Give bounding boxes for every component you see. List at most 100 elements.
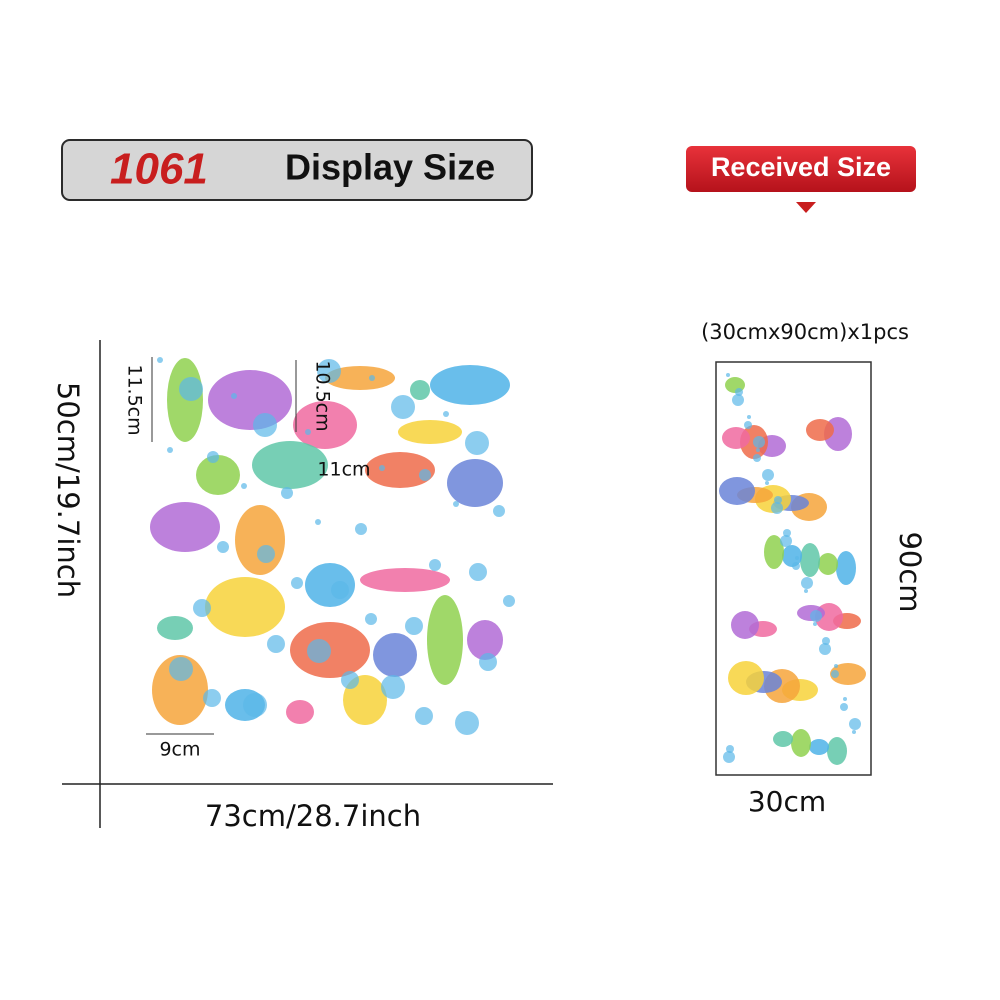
bubble xyxy=(291,577,303,589)
bubble xyxy=(747,415,751,419)
bubble xyxy=(726,373,730,377)
bubble xyxy=(783,529,791,537)
sticker xyxy=(728,661,764,695)
sticker xyxy=(764,535,784,569)
sticker xyxy=(830,663,866,685)
bubble xyxy=(241,483,247,489)
sticker xyxy=(410,380,430,400)
sticker xyxy=(782,545,802,567)
bubble xyxy=(493,505,505,517)
sticker xyxy=(818,553,838,575)
bubble xyxy=(723,751,735,763)
bubble xyxy=(771,502,783,514)
bubble xyxy=(157,357,163,363)
bubble xyxy=(732,394,744,406)
bubble xyxy=(405,617,423,635)
bubble xyxy=(207,451,219,463)
spec-label: (30cmx90cm)x1pcs xyxy=(701,320,909,344)
bubble xyxy=(780,535,792,547)
bubble xyxy=(355,523,367,535)
sticker xyxy=(325,366,395,390)
sheet-width: 30cm xyxy=(748,785,826,818)
sticker xyxy=(305,563,355,607)
bubble xyxy=(193,599,211,617)
sticker xyxy=(719,477,755,505)
sticker xyxy=(150,502,220,552)
badge-pointer xyxy=(796,202,816,213)
bubble xyxy=(762,469,774,481)
sticker xyxy=(360,568,450,592)
bubble xyxy=(281,487,293,499)
sticker xyxy=(827,737,847,765)
measure-label: 11.5cm xyxy=(124,364,146,435)
sticker xyxy=(773,731,793,747)
sticker-art xyxy=(150,357,515,735)
bubble xyxy=(465,431,489,455)
bubble xyxy=(453,501,459,507)
bubble xyxy=(365,613,377,625)
badge-text: Received Size xyxy=(711,152,891,182)
sticker xyxy=(800,543,820,577)
bubble xyxy=(801,577,813,589)
bubble xyxy=(391,395,415,419)
sticker xyxy=(398,420,462,444)
bubble xyxy=(315,519,321,525)
sticker xyxy=(252,441,328,489)
bubble xyxy=(819,643,831,655)
bubble xyxy=(849,718,861,730)
sticker xyxy=(205,577,285,637)
height-label: 50cm/19.7inch xyxy=(51,382,85,598)
bubble xyxy=(744,421,752,429)
bubble xyxy=(415,707,433,725)
bubble xyxy=(257,545,275,563)
bubble xyxy=(810,610,822,622)
bubble xyxy=(774,496,782,504)
measure-label: 10.5cm xyxy=(312,360,334,431)
bubble xyxy=(726,745,734,753)
sheet-height: 90cm xyxy=(893,531,927,612)
bubble xyxy=(379,465,385,471)
bubble xyxy=(503,595,515,607)
bubble xyxy=(792,562,800,570)
bubble xyxy=(795,556,799,560)
bubble xyxy=(469,563,487,581)
bubble xyxy=(765,481,769,485)
sticker xyxy=(467,620,503,660)
measure-label: 11cm xyxy=(317,459,370,481)
bubble xyxy=(243,693,267,717)
sheet-art xyxy=(719,373,866,765)
bubble xyxy=(317,359,341,383)
bubble xyxy=(217,541,229,553)
sticker xyxy=(722,427,750,449)
sticker xyxy=(731,611,759,639)
sticker xyxy=(365,452,435,488)
header-box xyxy=(61,139,533,201)
sticker xyxy=(196,455,240,495)
sticker xyxy=(791,729,811,757)
bubble xyxy=(369,375,375,381)
bubble xyxy=(804,589,808,593)
width-label: 73cm/28.7inch xyxy=(205,799,421,833)
bubble xyxy=(203,689,221,707)
bubble xyxy=(455,711,479,735)
sticker xyxy=(836,551,856,585)
bubble xyxy=(753,454,761,462)
bubble xyxy=(419,469,431,481)
bubble xyxy=(267,635,285,653)
sticker xyxy=(430,365,510,405)
bubble xyxy=(381,675,405,699)
bubble xyxy=(735,388,743,396)
sticker xyxy=(167,358,203,442)
sticker xyxy=(427,595,463,685)
bubble xyxy=(167,447,173,453)
bubble xyxy=(834,664,838,668)
measure-label: 9cm xyxy=(159,739,200,761)
sticker xyxy=(208,370,292,430)
bubble xyxy=(813,622,817,626)
product-code: 1061 xyxy=(110,145,208,194)
sticker xyxy=(286,700,314,724)
bubble xyxy=(840,703,848,711)
bubble xyxy=(179,377,203,401)
bubble xyxy=(852,730,856,734)
